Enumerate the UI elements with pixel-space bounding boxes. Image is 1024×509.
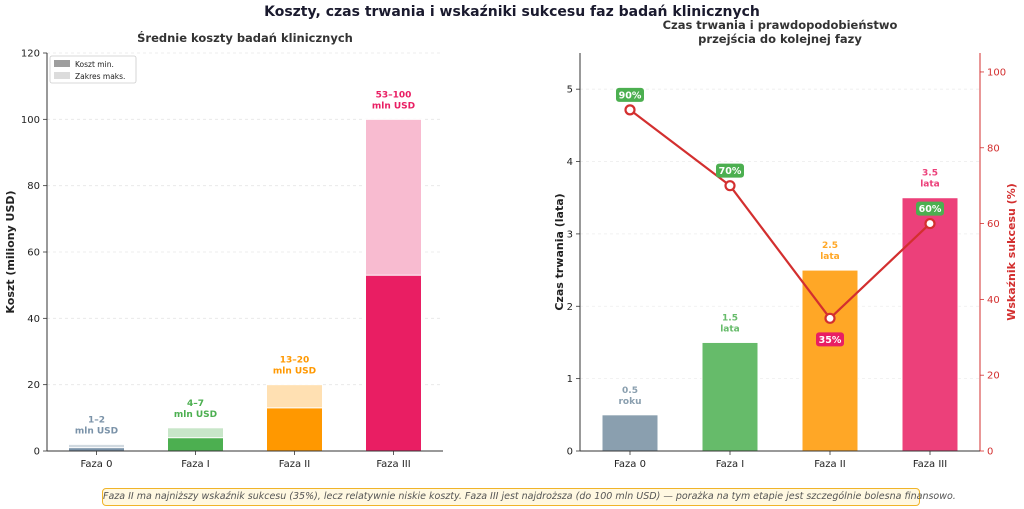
duration-label-unit: lata [820, 252, 840, 262]
success-label: 90% [619, 90, 642, 101]
duration-bar-3 [901, 197, 959, 452]
success-badge [716, 163, 744, 178]
right2-ytick-label: 0 [987, 447, 993, 458]
legend-label-max: Zakres maks. [75, 72, 125, 81]
duration-label-value: 0.5 [622, 386, 638, 396]
left-bar-label-unit: mln USD [75, 426, 118, 436]
left-ytick-label: 60 [27, 248, 40, 259]
left-bar-label-unit: mln USD [372, 101, 415, 111]
duration-label-unit: lata [920, 180, 940, 190]
duration-label-value: 1.5 [722, 313, 738, 323]
success-point [824, 312, 836, 324]
right-ytick-label: 5 [567, 85, 573, 96]
legend-swatch-min [54, 60, 70, 67]
right-ytick-label: 3 [567, 229, 573, 240]
left-ytick-label: 40 [27, 314, 40, 325]
success-point [924, 217, 936, 230]
duration-bar-2 [801, 269, 859, 452]
right-ytick-label: 4 [567, 157, 573, 168]
left-ytick-label: 20 [27, 380, 40, 391]
left-ytick-label: 80 [27, 181, 40, 192]
duration-label-value: 2.5 [822, 241, 838, 251]
duration-label-value: 3.5 [922, 169, 938, 179]
right-ylabel: Czas trwania (lata) [553, 193, 566, 310]
main-title: Koszty, czas trwania i wskaźniki sukcesu… [264, 4, 760, 20]
right2-ytick-label: 80 [987, 143, 1000, 154]
left-ytick-label: 120 [21, 49, 40, 60]
left-bar-label-range: 53–100 [376, 90, 412, 100]
success-point [624, 104, 636, 116]
right2-ytick-label: 100 [987, 67, 1006, 78]
bar-min-2 [266, 407, 323, 452]
right2-ytick-label: 20 [987, 371, 1000, 382]
right-xtick-label: Faza III [913, 459, 947, 470]
right-xtick-label: Faza II [814, 459, 845, 470]
left-legend: Koszt min. Zakres maks. [49, 55, 137, 84]
right-ytick-label: 1 [567, 374, 573, 385]
legend-swatch-max [54, 72, 70, 79]
left-xtick-label: Faza II [279, 459, 310, 470]
right-xtick-label: Faza I [716, 459, 744, 470]
right-chart-title-line2: przejścia do kolejnej fazy [698, 32, 862, 46]
right2-ytick-label: 40 [987, 295, 1000, 306]
right-chart-title-line1: Czas trwania i prawdopodobieństwo [663, 18, 898, 32]
success-badge [616, 87, 644, 102]
right-ytick-label: 0 [567, 447, 573, 458]
footnote: Faza II ma najniższy wskaźnik sukcesu (3… [102, 488, 956, 506]
right-ytick-label: 2 [567, 302, 573, 313]
legend-box [49, 55, 137, 84]
success-label: 60% [919, 204, 942, 215]
left-bar-label-range: 4–7 [187, 399, 204, 409]
left-bar-label-unit: mln USD [273, 367, 316, 377]
left-bar-label-range: 13–20 [280, 356, 310, 366]
left-xtick-label: Faza I [181, 459, 209, 470]
left-ytick-label: 0 [34, 447, 40, 458]
right2-ytick-label: 60 [987, 219, 1000, 230]
left-ytick-label: 100 [21, 115, 40, 126]
right2-ylabel: Wskaźnik sukcesu (%) [1005, 183, 1018, 321]
success-badge [816, 332, 844, 347]
bar-min-1 [167, 437, 224, 452]
bar-min-3 [365, 274, 422, 452]
left-xtick-label: Faza 0 [81, 459, 113, 470]
duration-bar-1 [701, 341, 759, 452]
left-bar-label-unit: mln USD [174, 410, 217, 420]
success-label: 35% [819, 335, 842, 346]
success-badge [916, 201, 944, 216]
left-ylabel: Koszt (miliony USD) [4, 190, 17, 313]
success-point [724, 180, 736, 192]
success-rate-line [629, 108, 931, 320]
duration-bar-0 [601, 414, 659, 452]
left-xtick-label: Faza III [376, 459, 410, 470]
left-bar-label-range: 1–2 [88, 415, 105, 425]
duration-label-unit: lata [720, 324, 740, 334]
duration-label-unit: roku [618, 397, 641, 407]
left-chart-title: Średnie koszty badań klinicznych [137, 30, 353, 45]
right-xtick-label: Faza 0 [614, 459, 646, 470]
success-label: 70% [719, 166, 742, 177]
legend-label-min: Koszt min. [75, 60, 114, 69]
